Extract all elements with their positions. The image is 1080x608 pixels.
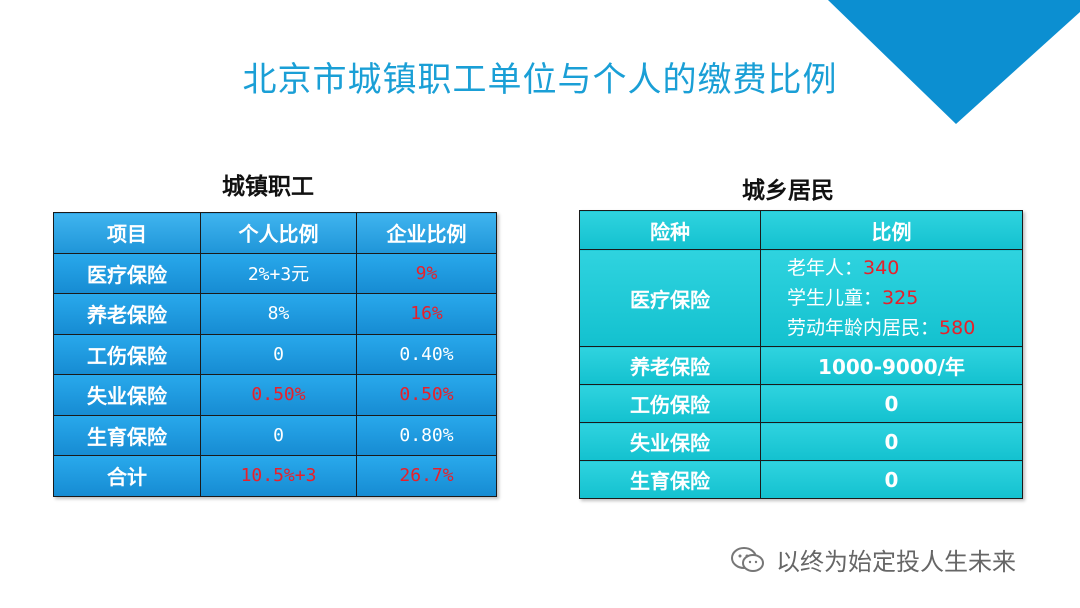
personal-cell: 2%+3元 <box>200 252 357 294</box>
row-label: 医疗保险 <box>579 249 761 347</box>
watermark: 以终为始定投人生未来 <box>730 542 1016 577</box>
company-cell: 26.7% <box>356 455 497 497</box>
company-cell: 0.50% <box>356 374 497 416</box>
table-row: 医疗保险 老年人：340 学生儿童：325 劳动年龄内居民：580 <box>579 249 1023 347</box>
medical-ratio-cell: 老年人：340 学生儿童：325 劳动年龄内居民：580 <box>760 249 1023 347</box>
header-personal: 个人比例 <box>200 212 357 254</box>
table-row: 失业保险 0.50% 0.50% <box>53 374 497 416</box>
row-label: 工伤保险 <box>53 333 201 375</box>
row-label: 失业保险 <box>579 422 761 461</box>
table-row: 工伤保险 0 0.40% <box>53 333 497 375</box>
row-label: 生育保险 <box>579 460 761 499</box>
table-row: 养老保险 8% 16% <box>53 293 497 335</box>
table-row: 生育保险 0 <box>579 460 1023 499</box>
row-label: 生育保险 <box>53 414 201 456</box>
row-label: 工伤保险 <box>579 384 761 423</box>
table-header-row: 险种 比例 <box>579 210 1023 250</box>
row-label: 养老保险 <box>53 293 201 335</box>
personal-cell: 0 <box>200 414 357 456</box>
row-label: 养老保险 <box>579 346 761 385</box>
table-row: 工伤保险 0 <box>579 384 1023 423</box>
left-table-subtitle: 城镇职工 <box>222 174 314 200</box>
personal-cell: 0.50% <box>200 374 357 416</box>
ratio-cell: 0 <box>760 460 1023 499</box>
table-header-row: 项目 个人比例 企业比例 <box>53 212 497 254</box>
watermark-text: 以终为始定投人生未来 <box>776 548 1016 576</box>
table-row: 养老保险 1000-9000/年 <box>579 346 1023 385</box>
urban-rural-resident-table: 险种 比例 医疗保险 老年人：340 学生儿童：325 劳动年龄内居民：580 … <box>579 210 1023 499</box>
header-company: 企业比例 <box>356 212 497 254</box>
page-title: 北京市城镇职工单位与个人的缴费比例 <box>242 60 838 100</box>
personal-cell: 0 <box>200 333 357 375</box>
company-cell: 9% <box>356 252 497 294</box>
ratio-cell: 0 <box>760 422 1023 461</box>
children-line: 学生儿童：325 <box>787 287 919 309</box>
row-label: 失业保险 <box>53 374 201 416</box>
elderly-line: 老年人：340 <box>787 257 900 279</box>
personal-cell: 10.5%+3 <box>200 455 357 497</box>
company-cell: 0.80% <box>356 414 497 456</box>
table-row: 医疗保险 2%+3元 9% <box>53 252 497 294</box>
ratio-cell: 1000-9000/年 <box>760 346 1023 385</box>
row-label: 合计 <box>53 455 201 497</box>
urban-employee-table: 项目 个人比例 企业比例 医疗保险 2%+3元 9% 养老保险 8% 16% 工… <box>53 212 497 497</box>
header-ratio: 比例 <box>760 210 1023 250</box>
company-cell: 0.40% <box>356 333 497 375</box>
header-item: 项目 <box>53 212 201 254</box>
row-label: 医疗保险 <box>53 252 201 294</box>
working-age-line: 劳动年龄内居民：580 <box>787 317 976 339</box>
company-cell: 16% <box>356 293 497 335</box>
wechat-icon <box>731 546 764 572</box>
ratio-cell: 0 <box>760 384 1023 423</box>
table-total-row: 合计 10.5%+3 26.7% <box>53 455 497 497</box>
header-type: 险种 <box>579 210 761 250</box>
table-row: 失业保险 0 <box>579 422 1023 461</box>
table-row: 生育保险 0 0.80% <box>53 414 497 456</box>
personal-cell: 8% <box>200 293 357 335</box>
right-table-subtitle: 城乡居民 <box>742 178 834 204</box>
